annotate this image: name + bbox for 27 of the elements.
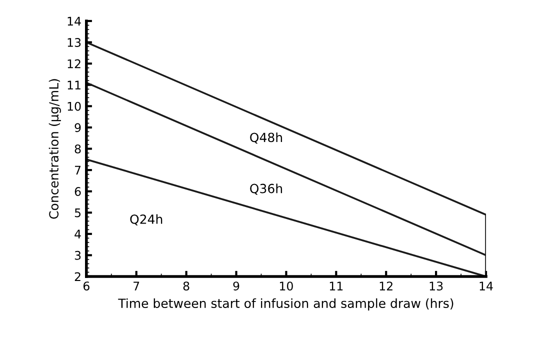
x-tick-label: 6 — [83, 282, 90, 290]
y-tick-label: 13 — [68, 38, 81, 47]
y-tick-label: 6 — [74, 187, 81, 196]
x-tick-label: 12 — [380, 282, 392, 290]
y-tick-label: 3 — [74, 250, 81, 260]
annotation: Q24h — [130, 214, 162, 226]
y-tick-label: 2 — [74, 272, 80, 281]
y-tick-label: 5 — [74, 208, 81, 218]
y-axis-title: Concentration (µg/mL) — [48, 79, 61, 219]
annotation: Q48h — [250, 132, 282, 144]
y-tick-label: 14 — [68, 16, 81, 26]
y-tick-label: 7 — [74, 166, 81, 175]
y-tick-label: 12 — [68, 59, 80, 68]
x-tick-label: 10 — [280, 282, 293, 290]
annotation: Q36h — [250, 184, 282, 195]
y-tick-label: 4 — [74, 230, 81, 238]
x-tick-label: 9 — [233, 282, 240, 290]
x-tick-label: 8 — [183, 282, 190, 290]
y-tick-label: 8 — [74, 144, 81, 154]
y-tick-label: 11 — [68, 80, 80, 90]
x-tick-label: 11 — [330, 282, 343, 290]
x-tick-label: 14 — [480, 282, 493, 290]
y-tick-label: 9 — [74, 123, 81, 132]
x-tick-label: 7 — [134, 282, 140, 290]
x-axis-title: Time between start of infusion and sample draw (hrs) — [118, 298, 454, 310]
x-tick-label: 13 — [430, 282, 443, 290]
y-tick-label: 10 — [68, 102, 81, 111]
